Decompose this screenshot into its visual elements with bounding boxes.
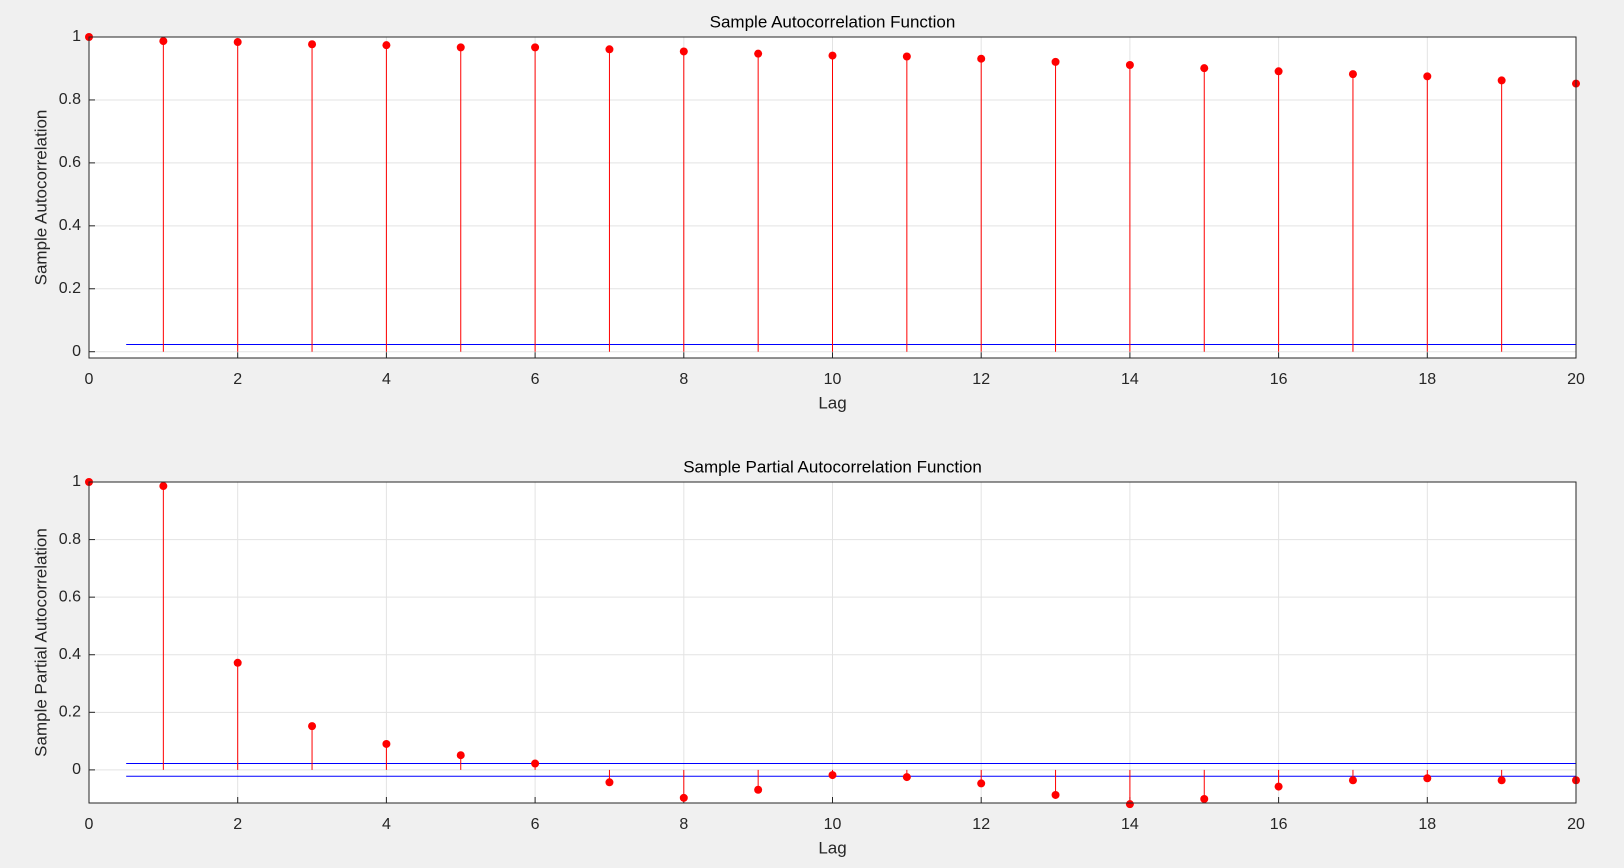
stem-marker <box>605 778 614 787</box>
stem-marker <box>1051 57 1060 66</box>
x-tick-label: 0 <box>85 371 94 388</box>
y-tick-label: 0 <box>72 761 81 778</box>
x-tick-label: 0 <box>85 816 94 833</box>
stem-marker <box>159 482 168 491</box>
stem-marker <box>1274 67 1283 76</box>
stem-marker <box>1200 64 1209 73</box>
stem-marker <box>382 739 391 748</box>
y-tick-label: 1 <box>72 473 81 490</box>
stem-marker <box>382 41 391 50</box>
x-tick-label: 20 <box>1567 371 1585 388</box>
x-tick-label: 4 <box>382 371 391 388</box>
x-axis-label: Lag <box>818 838 846 857</box>
y-tick-label: 0 <box>72 343 81 360</box>
stem-marker <box>605 45 614 54</box>
stem-marker <box>679 47 688 56</box>
x-tick-label: 12 <box>972 816 990 833</box>
stem-marker <box>902 52 911 61</box>
y-tick-label: 0.8 <box>59 91 81 108</box>
stem-marker <box>1348 776 1357 785</box>
stem-marker <box>233 658 242 667</box>
axes-box <box>88 481 1577 804</box>
stem-marker <box>1200 794 1209 803</box>
stem-marker <box>754 49 763 58</box>
stem-marker <box>1497 76 1506 85</box>
stem-marker <box>1125 800 1134 809</box>
x-tick-label: 20 <box>1567 816 1585 833</box>
x-tick-label: 10 <box>824 371 842 388</box>
x-tick-label: 6 <box>531 371 540 388</box>
stem-marker <box>1423 774 1432 783</box>
stem-marker <box>531 43 540 52</box>
stem-marker <box>977 779 986 788</box>
stem-marker <box>456 43 465 52</box>
stem-marker <box>1274 782 1283 791</box>
stem-marker <box>1423 72 1432 81</box>
stem-marker <box>159 37 168 46</box>
x-tick-label: 18 <box>1418 371 1436 388</box>
axes-box <box>88 36 1577 359</box>
x-tick-label: 14 <box>1121 371 1139 388</box>
x-tick-label: 6 <box>531 816 540 833</box>
stem-marker <box>308 722 317 731</box>
y-axis-label: Sample Partial Autocorrelation <box>31 528 50 757</box>
y-tick-label: 0.6 <box>59 154 81 171</box>
stem-marker <box>308 40 317 49</box>
stem-marker <box>1497 776 1506 785</box>
stem-marker <box>902 773 911 782</box>
x-tick-label: 8 <box>679 371 688 388</box>
x-tick-label: 14 <box>1121 816 1139 833</box>
x-axis-label: Lag <box>818 393 846 412</box>
stem-marker <box>1125 61 1134 70</box>
x-tick-label: 18 <box>1418 816 1436 833</box>
x-tick-label: 16 <box>1270 371 1288 388</box>
y-tick-label: 0.2 <box>59 280 81 297</box>
chart-title: Sample Autocorrelation Function <box>710 12 956 31</box>
stem-marker <box>1051 790 1060 799</box>
x-tick-label: 2 <box>233 371 242 388</box>
stem-marker <box>754 785 763 794</box>
y-tick-label: 0.4 <box>59 217 81 234</box>
x-tick-label: 4 <box>382 816 391 833</box>
x-tick-label: 8 <box>679 816 688 833</box>
x-tick-label: 12 <box>972 371 990 388</box>
stem-marker <box>828 771 837 780</box>
stem-marker <box>531 759 540 768</box>
stem-marker <box>1348 70 1357 79</box>
stem-marker <box>828 51 837 60</box>
stem-marker <box>679 793 688 802</box>
x-tick-label: 2 <box>233 816 242 833</box>
stem-marker <box>233 38 242 47</box>
stem-marker <box>977 54 986 63</box>
y-tick-label: 1 <box>72 28 81 45</box>
y-tick-label: 0.8 <box>59 531 81 548</box>
chart-title: Sample Partial Autocorrelation Function <box>683 457 982 476</box>
y-axis-label: Sample Autocorrelation <box>31 110 50 286</box>
y-tick-label: 0.2 <box>59 704 81 721</box>
x-tick-label: 16 <box>1270 816 1288 833</box>
y-tick-label: 0.4 <box>59 646 81 663</box>
y-tick-label: 0.6 <box>59 588 81 605</box>
x-tick-label: 10 <box>824 816 842 833</box>
stem-marker <box>456 751 465 760</box>
